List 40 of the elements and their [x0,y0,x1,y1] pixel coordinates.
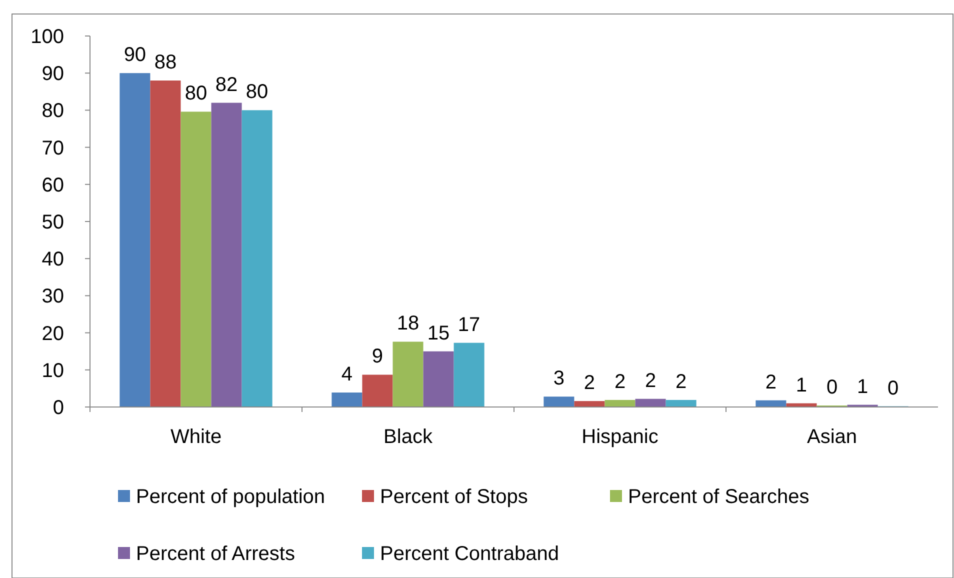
x-tick-label: Hispanic [582,426,658,448]
data-label: 1 [796,374,808,396]
data-label: 18 [396,312,420,335]
legend-label: Percent of population [136,486,326,508]
data-label: 2 [644,370,656,392]
data-label: 80 [184,82,208,105]
y-tick-label: 50 [42,212,64,234]
data-label: 0 [826,376,838,399]
data-label: 3 [553,368,565,390]
data-label: 15 [427,322,450,344]
legend-label: Percent of Searches [628,486,810,508]
x-tick-label: Black [384,426,434,448]
y-tick-label: 70 [42,137,64,160]
y-tick-label: 80 [42,100,64,122]
data-label: 4 [341,364,353,386]
data-label: 2 [675,370,687,393]
x-tick-label: Asian [806,426,858,448]
x-tick-label: White [170,426,222,448]
y-tick-label: 0 [52,397,64,419]
y-tick-label: 40 [42,248,64,271]
data-label: 88 [154,52,177,74]
data-label: 80 [246,81,268,104]
y-tick-label: 90 [42,63,64,86]
legend-label: Percent of Arrests [136,543,295,565]
data-label: 90 [124,44,146,66]
data-label: 2 [614,370,626,393]
y-tick-label: 10 [42,360,64,382]
data-label: 17 [458,314,480,336]
y-tick-label: 30 [42,286,64,308]
data-label: 0 [887,377,899,400]
legend-label: Percent Contraband [380,543,560,565]
data-label: 2 [584,372,596,394]
legend-label: Percent of Stops [380,486,528,508]
data-label: 2 [765,371,777,394]
y-tick-label: 60 [42,174,64,196]
data-label: 1 [856,376,868,398]
y-tick-label: 100 [30,26,64,48]
y-tick-label: 20 [42,322,64,345]
data-label: 9 [372,346,384,368]
data-label: 82 [215,74,238,96]
